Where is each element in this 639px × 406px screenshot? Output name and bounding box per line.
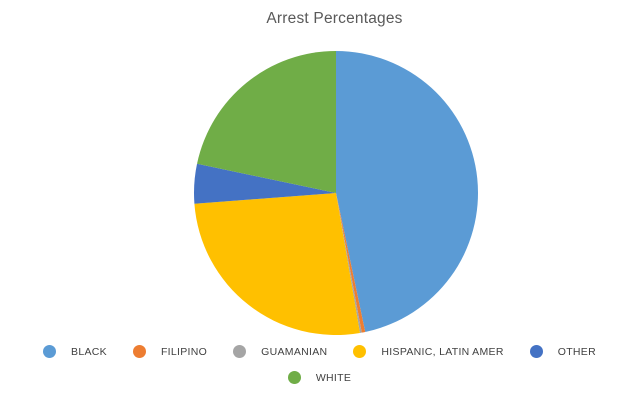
pie-slice-other[interactable]: [193, 163, 336, 204]
legend-marker-other-icon: [529, 345, 543, 358]
pie-slice-white[interactable]: [197, 51, 336, 193]
legend-label: OTHER: [557, 345, 596, 358]
legend-row: BLACK FILIPINO GUAMANIAN HISPANIC, LATIN AM…: [43, 345, 596, 358]
legend-row: WHITE: [287, 371, 352, 384]
legend-marker-white-icon: [287, 371, 301, 384]
legend-marker-filipino-icon: [132, 345, 146, 358]
legend-label: WHITE: [315, 371, 352, 384]
legend-label: BLACK: [71, 345, 107, 358]
legend-item-other[interactable]: OTHER: [529, 345, 596, 358]
legend-marker-hispanic-latin-amer-icon: [353, 345, 367, 358]
legend-marker-black-icon: [43, 345, 57, 358]
legend-item-filipino[interactable]: FILIPINO: [132, 345, 208, 358]
pie-slice-black[interactable]: [336, 51, 479, 332]
legend-item-white[interactable]: WHITE: [287, 371, 352, 384]
pie-slice-hispanic-latin-amer[interactable]: [194, 193, 360, 335]
legend-label: GUAMANIAN: [261, 345, 328, 358]
legend-label: HISPANIC, LATIN AMER: [381, 345, 504, 358]
legend-item-hispanic-latin-amer[interactable]: HISPANIC, LATIN AMER: [353, 345, 503, 358]
pie-slice-guamanian[interactable]: [336, 193, 362, 333]
pie-slice-filipino[interactable]: [336, 193, 366, 333]
chart-legend: BLACK FILIPINO GUAMANIAN HISPANIC, LATIN AM…: [0, 345, 639, 384]
chart-title: Arrest Percentages: [266, 10, 403, 27]
legend-marker-guamanian-icon: [233, 345, 247, 358]
legend-label: FILIPINO: [160, 345, 208, 358]
legend-item-guamanian[interactable]: GUAMANIAN: [233, 345, 327, 358]
legend-item-black[interactable]: BLACK: [43, 345, 107, 358]
